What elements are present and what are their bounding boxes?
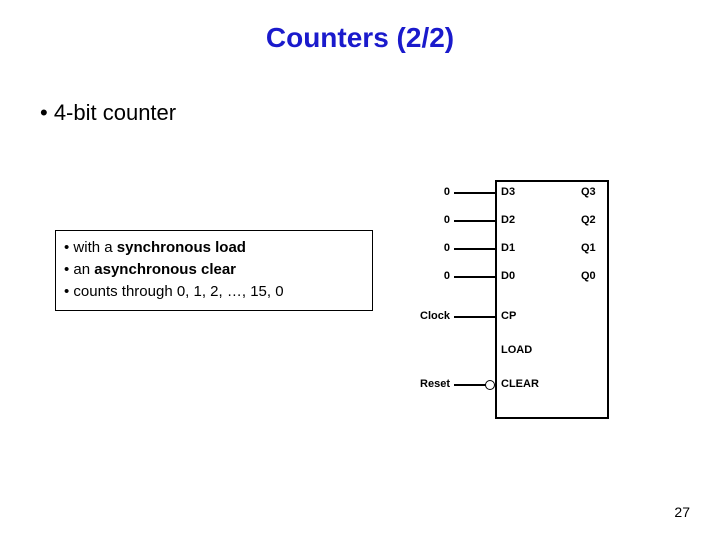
pin-out-label: Q1 [581, 242, 596, 254]
pin-out-label: Q3 [581, 186, 596, 198]
page-number: 27 [674, 504, 690, 520]
pin-in-label: CP [501, 310, 516, 322]
wire [454, 384, 486, 386]
feature-line: • an asynchronous clear [64, 259, 364, 281]
ext-signal-label: Reset [410, 378, 450, 390]
feature-prefix: • counts through 0, 1, 2, …, 15, 0 [64, 283, 284, 300]
pin-out-label: Q0 [581, 270, 596, 282]
ext-signal-label: 0 [410, 214, 450, 226]
feature-bold: synchronous load [117, 239, 246, 256]
ext-signal-label: 0 [410, 242, 450, 254]
main-bullet: • 4-bit counter [40, 100, 176, 126]
feature-prefix: • an [64, 261, 94, 278]
feature-prefix: • with a [64, 239, 117, 256]
feature-line: • counts through 0, 1, 2, …, 15, 0 [64, 281, 364, 303]
pin-out-label: Q2 [581, 214, 596, 226]
slide-title: Counters (2/2) [0, 22, 720, 54]
wire [454, 248, 495, 250]
wire [454, 192, 495, 194]
feature-line: • with a synchronous load [64, 237, 364, 259]
pin-in-label: LOAD [501, 344, 532, 356]
feature-box: • with a synchronous load • an asynchron… [55, 230, 373, 311]
pin-in-label: CLEAR [501, 378, 539, 390]
counter-diagram: 0 D3 Q3 0 D2 Q2 0 D1 Q1 0 D0 Q0 Clock CP LOAD Reset CLEA… [410, 180, 690, 440]
pin-in-label: D0 [501, 270, 515, 282]
feature-bold: asynchronous clear [94, 261, 236, 278]
pin-in-label: D1 [501, 242, 515, 254]
wire [454, 316, 495, 318]
ext-signal-label: 0 [410, 270, 450, 282]
wire [454, 220, 495, 222]
inverter-bubble [485, 380, 495, 390]
pin-in-label: D2 [501, 214, 515, 226]
ext-signal-label: Clock [410, 310, 450, 322]
pin-in-label: D3 [501, 186, 515, 198]
ext-signal-label: 0 [410, 186, 450, 198]
wire [454, 276, 495, 278]
